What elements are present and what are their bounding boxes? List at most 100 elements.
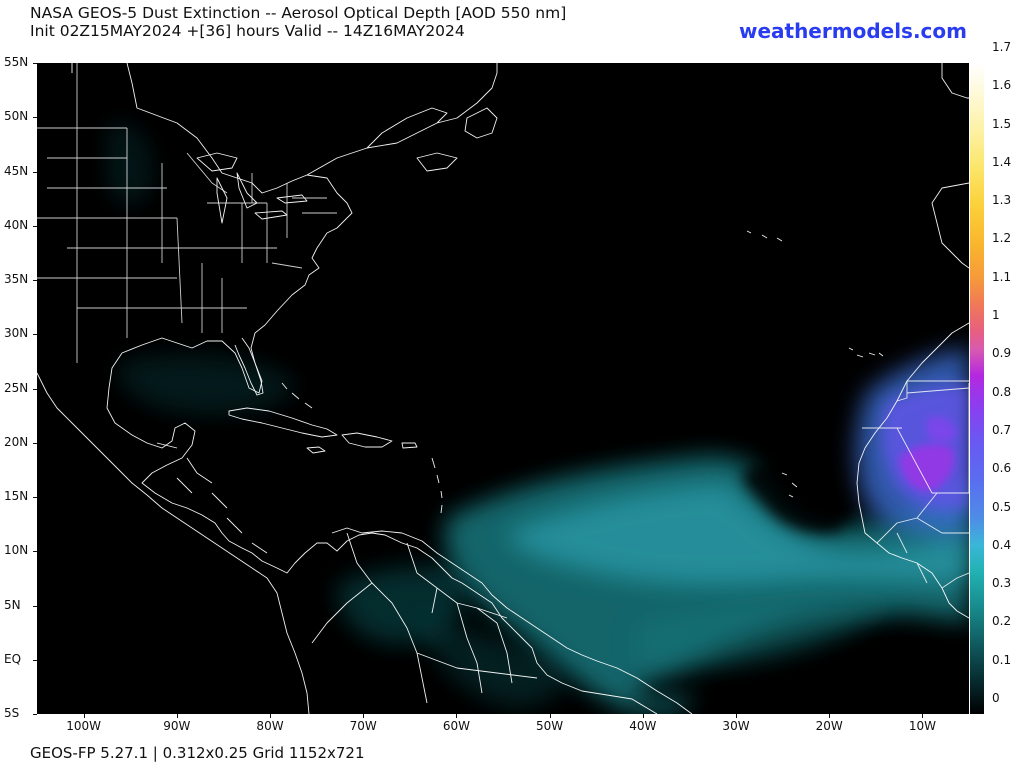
bahamas	[281, 382, 313, 409]
longitude-tick	[549, 714, 551, 718]
puerto-rico	[401, 442, 418, 449]
latitude-label: 25N	[4, 380, 29, 395]
great-lakes	[196, 152, 308, 224]
newfoundland	[464, 107, 498, 139]
longitude-label: 10W	[908, 719, 936, 733]
latitude-tick	[33, 117, 37, 119]
colorbar-tick-label: 1.6	[992, 78, 1012, 93]
colorbar-tick-label: 0.8	[992, 384, 1012, 399]
latitude-tick	[33, 714, 37, 715]
latitude-tick	[33, 388, 37, 390]
latitude-label: 15N	[4, 489, 29, 503]
longitude-tick	[83, 714, 85, 718]
cape-verde	[781, 472, 798, 498]
pacific-coast-mexico	[37, 372, 310, 714]
latitude-label: 5S	[4, 706, 20, 720]
iberia-coast	[931, 182, 969, 269]
longitude-label: 20W	[815, 719, 843, 733]
longitude-label: 40W	[629, 719, 657, 733]
longitude-tick	[363, 714, 365, 718]
south-america-coast	[331, 527, 693, 714]
clear-slot	[742, 457, 850, 533]
colorbar-tick-label: 0.3	[992, 576, 1012, 591]
longitude-tick	[456, 714, 458, 718]
dust-aod-map	[37, 63, 969, 714]
map-title: NASA GEOS-5 Dust Extinction -- Aerosol O…	[30, 4, 567, 22]
model-info-footer: GEOS-FP 5.27.1 | 0.312x0.25 Grid 1152x72…	[30, 744, 365, 762]
colorbar-tick-label: 1.2	[992, 231, 1012, 246]
latitude-tick	[33, 605, 37, 607]
longitude-label: 90W	[163, 719, 191, 733]
longitude-tick	[922, 714, 924, 718]
latitude-tick	[33, 280, 37, 281]
latitude-label: 45N	[4, 163, 29, 178]
longitude-label: 60W	[442, 719, 470, 733]
longitude-label: 50W	[536, 719, 564, 733]
latitude-tick	[33, 225, 37, 227]
longitude-label: 80W	[256, 719, 284, 733]
colorbar-tick-label: 1.4	[992, 154, 1012, 169]
florida	[234, 337, 264, 396]
colorbar-tick-label: 0.5	[992, 499, 1012, 514]
africa-borders	[862, 380, 969, 589]
latitude-label: 35N	[4, 272, 29, 286]
longitude-tick	[270, 714, 271, 718]
latitude-label: 55N	[4, 55, 29, 69]
latitude-tick	[33, 659, 37, 661]
plume-bright-band	[507, 483, 969, 585]
map-subtitle-valid-time: Init 02Z15MAY2024 +[36] hours Valid -- 1…	[30, 22, 465, 40]
colorbar-tick-label: 1	[992, 308, 1000, 323]
africa-coast	[856, 322, 969, 619]
plume-south-tail	[637, 598, 897, 671]
azores	[746, 230, 783, 242]
madeira-canaries	[848, 347, 884, 358]
colorbar-tick-label: 0.4	[992, 537, 1012, 552]
colorbar-tick-label: 1.5	[992, 116, 1012, 131]
jamaica	[306, 446, 326, 454]
latitude-tick	[33, 171, 37, 173]
longitude-tick	[736, 714, 737, 718]
canada-east-coast	[306, 63, 498, 176]
dust-plume	[107, 122, 969, 713]
longitude-tick	[176, 714, 178, 718]
longitude-label: 30W	[722, 719, 750, 733]
colorbar-tick-label: 0.2	[992, 614, 1012, 629]
longitude-label: 100W	[66, 719, 101, 733]
colorbar-tick-label: 1.1	[992, 269, 1012, 284]
latitude-label: 30N	[4, 326, 29, 341]
colorbar-tick-label: 0.1	[992, 652, 1012, 667]
latitude-tick	[33, 497, 37, 498]
cuba	[228, 407, 338, 438]
sahara-dust-core	[856, 348, 969, 535]
plume-amazon-haze	[417, 623, 565, 708]
colorbar-tick-label: 1.7	[992, 40, 1012, 54]
latitude-label: 40N	[4, 217, 29, 232]
latitude-label: 20N	[4, 434, 29, 449]
latitude-label: 5N	[4, 597, 21, 612]
longitude-label: 70W	[349, 719, 377, 733]
hispaniola	[341, 432, 393, 448]
plume-gulf-haze	[117, 354, 297, 415]
iceland-edge	[941, 63, 969, 99]
latitude-label: 10N	[4, 543, 29, 558]
latitude-tick	[33, 551, 37, 553]
brand-link[interactable]: weathermodels.com	[738, 19, 967, 43]
longitude-tick	[642, 714, 644, 718]
latitude-label: 50N	[4, 109, 29, 124]
latitude-tick	[33, 442, 37, 444]
coastlines	[37, 63, 969, 714]
central-america-borders	[156, 442, 268, 554]
longitude-tick	[829, 714, 831, 718]
latitude-label: EQ	[4, 651, 22, 666]
south-america-borders	[311, 532, 538, 704]
colorbar-tick-label: 0.7	[992, 422, 1012, 437]
colorbar-tick-label: 0	[992, 691, 1000, 705]
us-state-borders	[37, 63, 337, 363]
colorbar-tick-label: 1.3	[992, 193, 1012, 208]
north-america-coast	[71, 63, 658, 714]
lesser-antilles	[431, 457, 443, 514]
plume-great-plains-haze	[107, 122, 153, 206]
colorbar-tick-label: 0.9	[992, 346, 1012, 361]
colorbar-tick-label: 0.6	[992, 461, 1012, 476]
aod-colorbar	[970, 63, 984, 714]
